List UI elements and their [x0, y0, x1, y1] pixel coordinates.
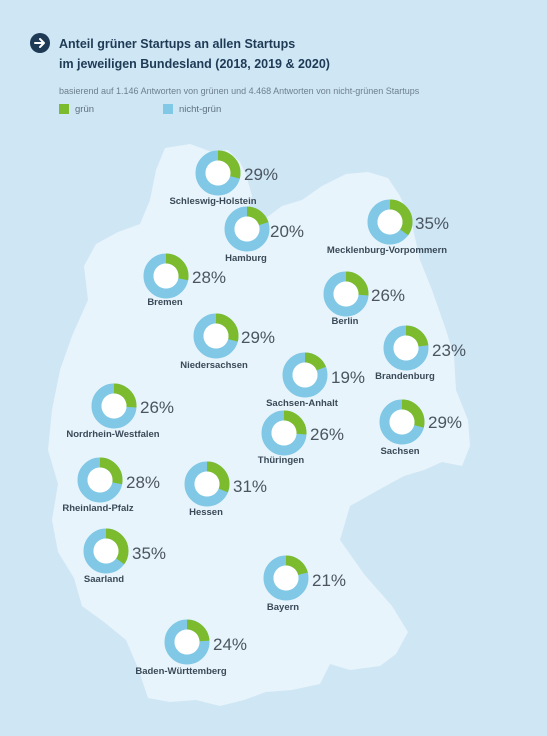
donut-slice-gruen-saarland — [83, 528, 129, 574]
percent-label-nordrhein-westfalen: 26% — [140, 398, 174, 417]
percent-label-sachsen: 29% — [428, 413, 462, 432]
arrow-right-icon[interactable] — [30, 33, 50, 53]
donut-slice-gruen-schleswig-holstein — [195, 150, 241, 196]
donut-hole-rheinland-pfalz — [87, 467, 113, 493]
region-niedersachsen: 29% Niedersachsen — [180, 313, 275, 371]
legend-swatch-green — [59, 104, 69, 114]
donut-hole-sachsen — [389, 409, 415, 435]
donut-slice-gruen-baden-wuerttemberg — [164, 619, 210, 665]
region-bayern: 21% Bayern — [263, 555, 346, 613]
chart-title-line-2: im jeweiligen Bundesland (2018, 2019 & 2… — [59, 56, 330, 71]
donut-hole-nordrhein-westfalen — [101, 393, 127, 419]
donut-hole-sachsen-anhalt — [292, 362, 318, 388]
region-name-schleswig-holstein: Schleswig-Holstein — [169, 196, 256, 207]
donut-hole-schleswig-holstein — [205, 160, 231, 186]
donut-slice-gruen-mecklenburg-vorpommern — [367, 199, 413, 245]
legend-swatch-non-green — [163, 104, 173, 114]
percent-label-hessen: 31% — [233, 477, 267, 496]
region-name-baden-wuerttemberg: Baden-Württemberg — [135, 666, 227, 677]
donut-slice-gruen-bayern — [263, 555, 309, 601]
region-sachsen-anhalt: 19% Sachsen-Anhalt — [266, 352, 365, 409]
legend-label-green: grün — [75, 104, 95, 115]
donut-hole-thueringen — [271, 420, 297, 446]
region-brandenburg: 23% Brandenburg — [375, 325, 466, 382]
region-saarland: 35% Saarland — [83, 528, 166, 585]
donut-slice-gruen-rheinland-pfalz — [77, 457, 123, 503]
percent-label-brandenburg: 23% — [432, 341, 466, 360]
arrow-right-glyph — [34, 38, 45, 48]
percent-label-bayern: 21% — [312, 571, 346, 590]
region-name-hamburg: Hamburg — [225, 253, 267, 264]
donut-hole-brandenburg — [393, 335, 419, 361]
region-berlin: 26% Berlin — [323, 271, 405, 327]
region-name-saarland: Saarland — [84, 574, 124, 585]
donut-slice-gruen-niedersachsen — [193, 313, 239, 359]
region-name-berlin: Berlin — [332, 316, 359, 327]
percent-label-schleswig-holstein: 29% — [244, 165, 278, 184]
region-bremen: 28% Bremen — [143, 253, 226, 308]
region-name-bayern: Bayern — [267, 602, 299, 613]
chart-title-line-1: Anteil grüner Startups an allen Startups — [59, 37, 296, 51]
region-name-thueringen: Thüringen — [258, 455, 305, 466]
region-nordrhein-westfalen: 26% Nordrhein-Westfalen — [66, 383, 174, 440]
legend-label-non-green: nicht-grün — [179, 104, 222, 115]
region-name-rheinland-pfalz: Rheinland-Pfalz — [62, 503, 134, 514]
region-name-sachsen-anhalt: Sachsen-Anhalt — [266, 398, 339, 409]
percent-label-berlin: 26% — [371, 286, 405, 305]
region-thueringen: 26% Thüringen — [258, 410, 344, 466]
donut-slice-gruen-thueringen — [261, 410, 307, 456]
region-name-hessen: Hessen — [189, 507, 223, 518]
donut-hole-saarland — [93, 538, 119, 564]
donut-slice-gruen-nordrhein-westfalen — [91, 383, 137, 429]
percent-label-saarland: 35% — [132, 544, 166, 563]
percent-label-sachsen-anhalt: 19% — [331, 368, 365, 387]
region-schleswig-holstein: 29% Schleswig-Holstein — [169, 150, 278, 207]
percent-label-niedersachsen: 29% — [241, 328, 275, 347]
donut-hole-hamburg — [234, 216, 260, 242]
region-hessen: 31% Hessen — [184, 461, 267, 518]
region-name-brandenburg: Brandenburg — [375, 371, 435, 382]
donut-slice-gruen-hamburg — [224, 206, 270, 252]
percent-label-rheinland-pfalz: 28% — [126, 473, 160, 492]
donut-slice-gruen-berlin — [323, 271, 369, 317]
donut-slice-gruen-hessen — [184, 461, 230, 507]
percent-label-thueringen: 26% — [310, 425, 344, 444]
donut-hole-baden-wuerttemberg — [174, 629, 200, 655]
chart-subtitle: basierend auf 1.146 Antworten von grünen… — [59, 86, 420, 96]
donut-slice-gruen-sachsen — [379, 399, 425, 445]
donut-hole-bayern — [273, 565, 299, 591]
region-name-bremen: Bremen — [147, 297, 183, 308]
percent-label-hamburg: 20% — [270, 222, 304, 241]
donut-slice-gruen-bremen — [143, 253, 189, 299]
percent-label-baden-wuerttemberg: 24% — [213, 635, 247, 654]
donut-slice-gruen-brandenburg — [383, 325, 429, 371]
region-sachsen: 29% Sachsen — [379, 399, 462, 457]
donut-hole-bremen — [153, 263, 179, 289]
donut-hole-mecklenburg-vorpommern — [377, 209, 403, 235]
donut-hole-berlin — [333, 281, 359, 307]
region-name-mecklenburg-vorpommern: Mecklenburg-Vorpommern — [327, 245, 447, 256]
donut-hole-niedersachsen — [203, 323, 229, 349]
region-name-nordrhein-westfalen: Nordrhein-Westfalen — [66, 429, 159, 440]
region-baden-wuerttemberg: 24% Baden-Württemberg — [135, 619, 247, 677]
region-rheinland-pfalz: 28% Rheinland-Pfalz — [62, 457, 160, 514]
donut-hole-hessen — [194, 471, 220, 497]
donut-slice-gruen-sachsen-anhalt — [282, 352, 328, 398]
region-name-sachsen: Sachsen — [380, 446, 419, 457]
chart-title: Anteil grüner Startups an allen Startups… — [59, 35, 519, 74]
percent-label-mecklenburg-vorpommern: 35% — [415, 214, 449, 233]
region-hamburg: 20% Hamburg — [224, 206, 304, 264]
region-name-niedersachsen: Niedersachsen — [180, 360, 248, 371]
region-mecklenburg-vorpommern: 35% Mecklenburg-Vorpommern — [327, 199, 449, 256]
percent-label-bremen: 28% — [192, 268, 226, 287]
